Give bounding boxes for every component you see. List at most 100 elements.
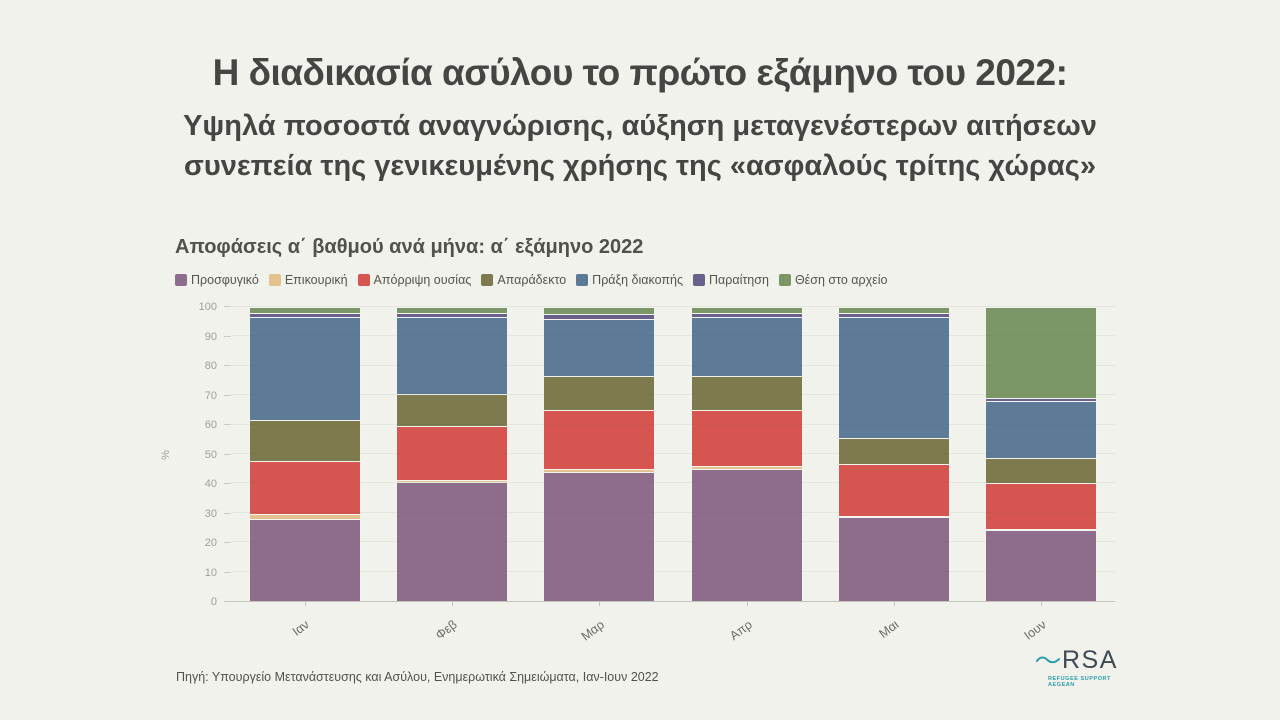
bar-segment[interactable] xyxy=(690,468,803,601)
bar-segment[interactable] xyxy=(690,317,803,377)
bar-segment[interactable] xyxy=(985,483,1098,529)
legend-item-4[interactable]: Απαράδεκτο xyxy=(481,273,566,287)
x-tick-mark xyxy=(304,602,306,606)
gridline xyxy=(231,541,1115,543)
y-tick-mark xyxy=(224,453,231,455)
bar-segment[interactable] xyxy=(837,464,950,516)
legend-item-7[interactable]: Θέση στο αρχείο xyxy=(778,273,887,287)
plot-area xyxy=(231,306,1115,606)
rsa-logo-tagline: REFUGEE SUPPORT AEGEAN xyxy=(1048,676,1111,688)
y-tick-mark xyxy=(224,306,231,307)
bar-segment[interactable] xyxy=(543,468,656,472)
bar-segment[interactable] xyxy=(543,307,656,315)
legend-swatch-icon xyxy=(481,274,494,286)
y-axis-title: % xyxy=(159,449,172,460)
y-tick-mark xyxy=(224,483,231,484)
page-subtitle-line1: Υψηλά ποσοστά αναγνώρισης, αύξηση μεταγε… xyxy=(183,110,1097,142)
y-tick-mark xyxy=(224,512,231,514)
bar-segment[interactable] xyxy=(543,376,656,410)
y-tick-mark xyxy=(224,542,231,543)
gridline xyxy=(231,306,1115,307)
y-tick-label: 70 xyxy=(204,389,217,402)
x-tick-mark xyxy=(746,602,748,606)
legend-item-1[interactable]: Προσφυγικό xyxy=(175,273,259,287)
gridline xyxy=(231,364,1115,366)
bar-segment[interactable] xyxy=(395,317,508,394)
bar-segment[interactable] xyxy=(690,465,803,469)
bar-segment[interactable] xyxy=(543,471,656,601)
bar-segment[interactable] xyxy=(985,401,1098,459)
bar-column-Απρ xyxy=(673,307,820,606)
y-tick-mark xyxy=(224,365,231,366)
x-axis-label: Απρ xyxy=(726,617,755,644)
bar-segment[interactable] xyxy=(837,437,950,465)
chart-title: Αποφάσεις α΄ βαθμού ανά μήνα: α΄ εξάμηνο… xyxy=(175,236,644,258)
gridline xyxy=(231,394,1115,396)
bar-segment[interactable] xyxy=(248,514,361,519)
legend-swatch-icon xyxy=(576,274,589,286)
bar-segment[interactable] xyxy=(395,307,508,313)
bar-segment[interactable] xyxy=(395,393,508,427)
legend-item-6[interactable]: Παραίτηση xyxy=(693,273,769,287)
gridline xyxy=(231,423,1115,425)
bar-segment[interactable] xyxy=(985,458,1098,484)
bar-segment[interactable] xyxy=(837,515,950,518)
gridline xyxy=(231,335,1115,337)
bar-segment[interactable] xyxy=(248,518,361,601)
gridline xyxy=(231,453,1115,454)
bar-column-Μαρ xyxy=(526,307,673,606)
bar-column-Ιουν xyxy=(968,307,1115,606)
bar-segment[interactable] xyxy=(248,461,361,515)
bar-segment[interactable] xyxy=(395,426,508,481)
bar-segment[interactable] xyxy=(985,530,1098,601)
bar-segment[interactable] xyxy=(543,409,656,469)
legend-swatch-icon xyxy=(175,274,187,286)
bar-segment[interactable] xyxy=(690,409,803,466)
bar-segment[interactable] xyxy=(543,318,656,377)
gridline xyxy=(231,511,1115,513)
bar-segment[interactable] xyxy=(837,307,950,313)
legend-item-5[interactable]: Πράξη διακοπής xyxy=(576,273,683,287)
legend-label: Πράξη διακοπής xyxy=(592,273,683,287)
y-tick-label: 10 xyxy=(204,566,217,579)
bar-segment[interactable] xyxy=(395,481,508,601)
bar-segment[interactable] xyxy=(837,517,950,601)
y-tick-label: 60 xyxy=(204,419,217,431)
x-axis-labels: Ιαν Φεβ Μαρ Απρ Μαι Ιουν xyxy=(231,602,1115,650)
legend-item-2[interactable]: Επικουρική xyxy=(268,273,348,287)
bar-segment[interactable] xyxy=(690,312,803,318)
bar-segment[interactable] xyxy=(837,312,950,318)
bar-segment[interactable] xyxy=(543,314,656,319)
bar-segment[interactable] xyxy=(690,376,803,410)
chart: Αποφάσεις α΄ βαθμού ανά μήνα: α΄ εξάμηνο… xyxy=(160,236,1115,650)
page-subtitle: Υψηλά ποσοστά αναγνώρισης, αύξηση μεταγε… xyxy=(20,106,1260,186)
bar-stack-Φεβ xyxy=(395,307,508,601)
y-tick-mark xyxy=(224,394,231,396)
chart-legend: Προσφυγικό Επικουρική Απόρριψη ουσίας Απαρά… xyxy=(175,273,1115,287)
legend-swatch-icon xyxy=(778,274,791,286)
y-tick-label: 50 xyxy=(204,448,217,461)
bar-segment[interactable] xyxy=(248,312,361,318)
y-axis: % 0 10 20 30 40 50 60 70 80 90 100 xyxy=(160,301,231,608)
y-tick-label: 20 xyxy=(204,537,217,549)
legend-swatch-icon xyxy=(693,274,705,286)
bar-column-Ιαν xyxy=(231,307,378,606)
x-tick-mark xyxy=(1041,602,1043,606)
bar-segment[interactable] xyxy=(690,307,803,313)
gridline xyxy=(231,570,1115,572)
bar-segment[interactable] xyxy=(248,420,361,462)
bar-segment[interactable] xyxy=(985,528,1098,531)
bar-segment[interactable] xyxy=(985,307,1098,399)
bar-segment[interactable] xyxy=(837,317,950,438)
legend-swatch-icon xyxy=(268,274,281,286)
legend-swatch-icon xyxy=(357,274,370,286)
legend-item-3[interactable]: Απόρριψη ουσίας xyxy=(357,273,471,287)
bar-segment[interactable] xyxy=(395,312,508,318)
bar-segment[interactable] xyxy=(248,317,361,421)
y-tick-label: 100 xyxy=(198,301,217,313)
gridline xyxy=(231,482,1115,484)
bar-segment[interactable] xyxy=(395,480,508,482)
bar-segment[interactable] xyxy=(248,307,361,313)
bar-segment[interactable] xyxy=(985,398,1098,402)
